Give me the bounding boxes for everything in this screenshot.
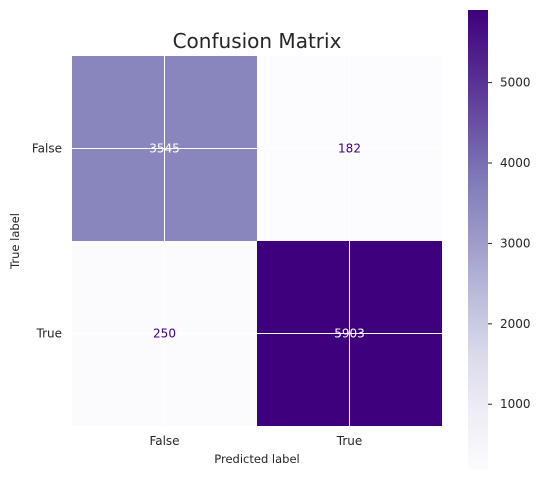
chart-title: Confusion Matrix [173, 29, 342, 53]
y-tick-labels: False True [32, 142, 62, 341]
cell-value-label-1-0: 250 [153, 327, 176, 341]
colorbar-tick-label-2: 3000 [500, 236, 531, 250]
colorbar-tick-label-0: 1000 [500, 397, 531, 411]
colorbar-tick-label-4: 5000 [500, 76, 531, 90]
x-axis-label: Predicted label [214, 452, 299, 466]
heatmap-cells [72, 56, 442, 426]
colorbar-tick-label-3: 4000 [500, 156, 531, 170]
x-tick-labels: False True [149, 434, 362, 448]
x-tick-label-1: True [336, 434, 363, 448]
cell-value-label-0-0: 3545 [149, 142, 180, 156]
colorbar [468, 10, 488, 470]
colorbar-tick-label-1: 2000 [500, 317, 531, 331]
y-tick-label-0: False [32, 142, 62, 156]
cell-value-label-0-1: 182 [338, 142, 361, 156]
colorbar-ticks: 1000 2000 3000 4000 5000 [488, 76, 531, 412]
y-tick-label-1: True [36, 327, 63, 341]
cell-value-label-1-1: 5903 [334, 327, 365, 341]
y-axis-label: True label [8, 213, 22, 270]
x-tick-label-0: False [149, 434, 179, 448]
